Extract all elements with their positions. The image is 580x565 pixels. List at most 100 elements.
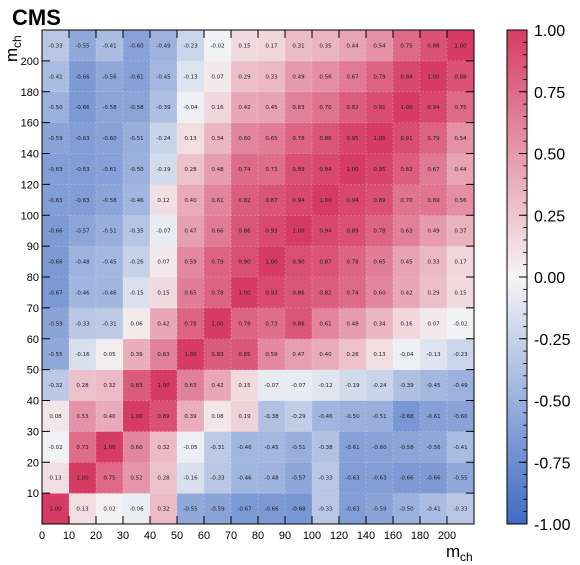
cell-value-label: -0.51 — [102, 229, 116, 235]
cell-value-label: 1.00 — [238, 290, 251, 296]
cell-value-label: -0.33 — [48, 43, 63, 49]
cell-value-label: -0.32 — [48, 383, 62, 389]
cell-value-label: 1.00 — [400, 105, 413, 111]
heatmap-cell — [150, 215, 178, 247]
heatmap-cell — [96, 307, 124, 340]
cell-value-label: -0.58 — [102, 105, 117, 111]
cell-value-label: -0.02 — [210, 43, 224, 49]
heatmap-cell — [258, 307, 286, 340]
cell-value-label: 0.28 — [184, 167, 197, 173]
heatmap-cell — [231, 400, 259, 432]
y-tick-label: 10 — [27, 488, 39, 500]
heatmap-cell — [123, 369, 151, 401]
cell-value-label: -0.07 — [264, 383, 279, 389]
heatmap-cell — [285, 400, 313, 432]
heatmap-cell — [447, 493, 475, 525]
cell-value-label: 1.00 — [373, 136, 386, 142]
heatmap-cell — [231, 246, 259, 278]
cell-value-label: 0.78 — [184, 321, 197, 327]
cell-value-label: 0.05 — [103, 352, 116, 358]
cell-value-label: 0.34 — [373, 321, 386, 327]
cell-value-label: 0.89 — [292, 167, 305, 173]
heatmap-cell — [447, 215, 475, 247]
x-tick-label: 100 — [303, 530, 321, 542]
cell-value-label: -0.31 — [102, 321, 116, 327]
cell-value-label: 0.15 — [238, 43, 251, 49]
cell-value-label: 0.47 — [184, 229, 197, 235]
heatmap-cell — [285, 60, 313, 93]
cell-value-label: 1.00 — [265, 260, 278, 266]
cell-value-label: 1.00 — [292, 229, 305, 235]
y-tick-label: 40 — [27, 396, 39, 408]
x-tick-label: 10 — [63, 530, 75, 542]
heatmap-cell — [393, 431, 421, 463]
cell-value-label: 0.49 — [292, 74, 305, 80]
heatmap-cell — [339, 338, 367, 370]
heatmap-cell — [177, 307, 205, 340]
heatmap-cell — [420, 30, 448, 62]
heatmap-cell — [231, 91, 259, 123]
cell-value-label: 0.90 — [292, 260, 305, 266]
heatmap-cell — [258, 338, 286, 370]
heatmap-cell — [42, 91, 70, 123]
cell-value-label: -0.23 — [453, 352, 468, 358]
x-axis: 0 10 20 30 40 50 60 70 80 90 100 120 140 160 180 200 — [39, 30, 456, 542]
cell-value-label: 0.42 — [238, 105, 250, 111]
cell-value-label: -0.02 — [48, 445, 62, 451]
cell-value-label: 0.70 — [319, 105, 332, 111]
cell-value-label: -0.41 — [453, 445, 467, 451]
heatmap-cell — [339, 431, 367, 463]
heatmap-cell — [393, 60, 421, 93]
x-axis-title-subscript: ch — [460, 550, 473, 564]
cell-value-label: 0.73 — [76, 445, 89, 451]
x-axis-title: m — [446, 542, 460, 561]
cell-value-label: 0.91 — [373, 105, 385, 111]
heatmap-cell — [393, 307, 421, 340]
cell-value-label: 0.44 — [454, 167, 467, 173]
cell-value-label: 0.89 — [157, 414, 170, 420]
cell-value-label: 0.53 — [76, 414, 89, 420]
cell-value-label: 0.07 — [211, 74, 224, 80]
cell-value-label: -0.24 — [372, 383, 387, 389]
cell-value-label: -0.45 — [156, 74, 171, 80]
heatmap-cell — [123, 246, 151, 278]
heatmap-cell — [366, 122, 394, 154]
cell-value-label: -0.67 — [237, 507, 252, 513]
heatmap-cell — [204, 60, 232, 93]
x-tick-label: 180 — [411, 530, 429, 542]
cell-value-label: -0.61 — [102, 167, 116, 173]
cell-value-label: 0.70 — [400, 198, 413, 204]
cell-value-label: 0.94 — [319, 229, 332, 235]
heatmap-cell — [123, 431, 151, 463]
x-tick-label: 60 — [198, 530, 210, 542]
heatmap-cell — [312, 122, 340, 154]
cell-value-label: 0.08 — [211, 414, 224, 420]
cell-value-label: 0.95 — [346, 136, 359, 142]
cell-value-label: 0.65 — [373, 260, 386, 266]
colorbar-tick-label: 0.75 — [534, 85, 565, 102]
heatmap-cell — [258, 122, 286, 154]
cell-value-label: -0.46 — [237, 445, 252, 451]
cell-value-label: 0.39 — [130, 352, 143, 358]
heatmap-cell — [420, 462, 448, 494]
heatmap-cell — [123, 184, 151, 216]
cell-value-label: 0.15 — [157, 290, 170, 296]
heatmap-cell — [366, 277, 394, 309]
heatmap-cell — [177, 369, 205, 401]
cell-value-label: 0.94 — [427, 105, 440, 111]
cell-value-label: -0.58 — [102, 198, 117, 204]
cell-value-label: 0.33 — [427, 260, 440, 266]
heatmap-cell — [339, 30, 367, 62]
cell-value-label: 0.88 — [427, 43, 440, 49]
heatmap-cell — [312, 307, 340, 340]
cell-value-label: -0.60 — [102, 136, 117, 142]
heatmap-cells — [42, 30, 475, 525]
y-axis-title: m — [2, 48, 21, 62]
heatmap-cell — [150, 184, 178, 216]
heatmap-cell — [69, 493, 97, 525]
heatmap-cell — [339, 369, 367, 401]
y-axis-title-subscript: ch — [10, 35, 24, 48]
heatmap-cell — [393, 153, 421, 185]
cell-value-label: 0.15 — [454, 290, 467, 296]
